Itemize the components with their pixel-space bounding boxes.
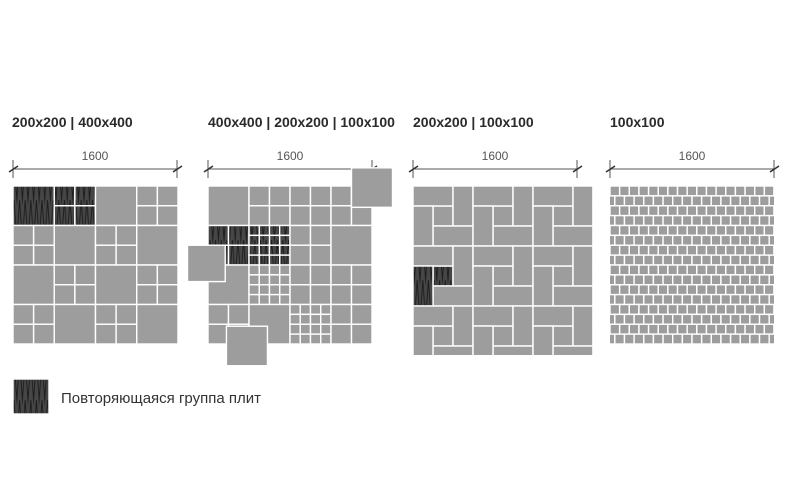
svg-text:1600: 1600 xyxy=(482,149,509,163)
svg-text:200x200 | 400x400: 200x200 | 400x400 xyxy=(12,114,133,130)
svg-text:Повторяющаяся группа плит: Повторяющаяся группа плит xyxy=(61,390,261,407)
svg-text:1600: 1600 xyxy=(82,149,109,163)
svg-text:100x100: 100x100 xyxy=(610,114,665,130)
svg-text:200x200 | 100x100: 200x200 | 100x100 xyxy=(413,114,534,130)
svg-text:1600: 1600 xyxy=(679,149,706,163)
svg-text:400x400 | 200x200 | 100x100: 400x400 | 200x200 | 100x100 xyxy=(208,114,395,130)
svg-text:1600: 1600 xyxy=(277,149,304,163)
